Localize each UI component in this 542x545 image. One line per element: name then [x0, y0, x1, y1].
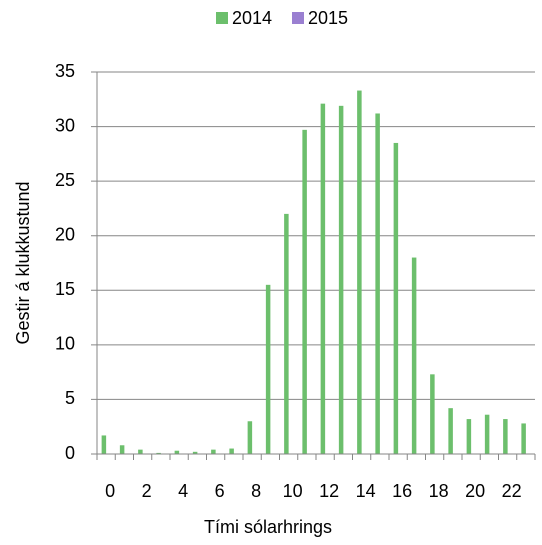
legend-label: 2014 [232, 8, 272, 28]
x-tick-label: 10 [283, 481, 303, 501]
bar [265, 284, 271, 454]
bar [375, 113, 380, 454]
bar [101, 435, 107, 454]
y-tick-label: 10 [55, 334, 75, 354]
bar [192, 451, 198, 454]
x-tick-label: 0 [105, 481, 115, 501]
bar [211, 449, 216, 454]
bar [411, 257, 417, 454]
x-tick-label: 6 [215, 481, 225, 501]
bar [521, 423, 526, 454]
x-tick-label: 4 [178, 481, 188, 501]
x-tick-label: 18 [429, 481, 449, 501]
y-tick-label: 20 [55, 224, 75, 244]
bar [466, 419, 472, 454]
x-tick-label: 14 [356, 481, 376, 501]
bar [320, 103, 326, 454]
bar [484, 414, 490, 454]
x-axis-title: Tími sólarhrings [204, 517, 332, 537]
x-tick-label: 20 [465, 481, 485, 501]
y-tick-label: 35 [55, 61, 75, 81]
x-tick-label: 22 [502, 481, 522, 501]
bar [393, 142, 399, 454]
bar [430, 374, 435, 454]
bar [448, 408, 453, 454]
bar [247, 421, 253, 454]
bar [338, 105, 344, 454]
y-tick-label: 30 [55, 115, 75, 135]
legend-label: 2015 [308, 8, 348, 28]
y-axis-title: Gestir á klukkustund [13, 181, 33, 344]
y-tick-label: 25 [55, 170, 75, 190]
bar [229, 448, 234, 454]
bar [302, 129, 307, 455]
bar [503, 419, 508, 454]
bar [119, 445, 125, 454]
y-tick-label: 0 [65, 443, 75, 463]
bar [174, 450, 180, 454]
x-tick-label: 12 [319, 481, 339, 501]
x-tick-label: 16 [392, 481, 412, 501]
legend-swatch [216, 12, 228, 24]
y-tick-label: 15 [55, 279, 75, 299]
legend-swatch [292, 12, 304, 24]
bar [156, 452, 161, 454]
bar [284, 213, 289, 454]
bar [357, 90, 362, 454]
x-tick-label: 2 [142, 481, 152, 501]
y-tick-label: 5 [65, 388, 75, 408]
x-tick-label: 8 [251, 481, 261, 501]
bar [138, 449, 143, 454]
